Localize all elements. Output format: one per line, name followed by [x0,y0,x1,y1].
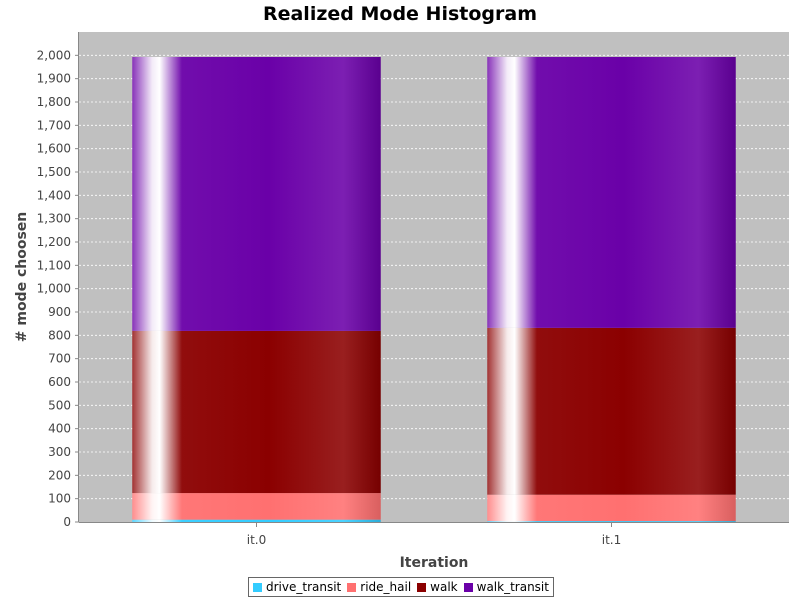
chart-title: Realized Mode Histogram [263,3,537,25]
bar-walk-it.1 [487,327,736,495]
y-tick-label: 200 [48,468,71,482]
bar-drive_transit-it.0 [132,519,381,522]
bar-walk_transit-it.1 [487,56,736,328]
bar-ride_hail-it.1 [487,494,736,522]
legend-item-walk: walk [417,580,458,594]
y-tick-label: 1,700 [37,118,71,132]
legend-label: walk [430,580,458,594]
y-tick-label: 500 [48,398,71,412]
legend-swatch [417,582,427,592]
y-tick-label: 1,600 [37,142,71,156]
y-tick-label: 0 [63,515,71,529]
y-tick-label: 800 [48,328,71,342]
y-tick-label: 1,500 [37,165,71,179]
legend: drive_transit ride_hail walk walk_transit [248,577,554,597]
legend-swatch [463,582,473,592]
y-tick-label: 1,900 [37,72,71,86]
y-tick-label: 400 [48,422,71,436]
y-tick-label: 1,100 [37,258,71,272]
y-tick-label: 700 [48,352,71,366]
y-tick-label: 100 [48,492,71,506]
y-tick-label: 300 [48,445,71,459]
y-tick-label: 1,400 [37,188,71,202]
y-tick-label: 900 [48,305,71,319]
legend-label: ride_hail [360,580,412,594]
y-axis-label: # mode choosen [14,212,30,343]
legend-item-drive_transit: drive_transit [253,580,341,594]
bar-ride_hail-it.0 [132,493,381,520]
y-tick-label: 1,300 [37,212,71,226]
axes: 0 100 200 300 400 500 600 700 800 900 1,000 1,100 1,… [37,32,789,547]
bars [132,56,736,522]
x-tick-label: it.1 [602,533,622,547]
legend-swatch [347,582,357,592]
y-tick-label: 1,000 [37,282,71,296]
bar-walk_transit-it.0 [132,56,381,331]
legend-item-walk_transit: walk_transit [463,580,549,594]
legend-item-ride_hail: ride_hail [347,580,411,594]
y-tick-label: 1,800 [37,95,71,109]
y-tick-label: 600 [48,375,71,389]
y-tick-label: 1,200 [37,235,71,249]
x-axis-label: Iteration [400,555,469,571]
bar-walk-it.0 [132,330,381,494]
legend-label: walk_transit [476,580,549,594]
legend-swatch [253,582,262,592]
legend-label: drive_transit [266,580,342,594]
y-tick-label: 2,000 [37,48,71,62]
x-tick-label: it.0 [247,533,267,547]
bar-drive_transit-it.1 [487,521,736,522]
